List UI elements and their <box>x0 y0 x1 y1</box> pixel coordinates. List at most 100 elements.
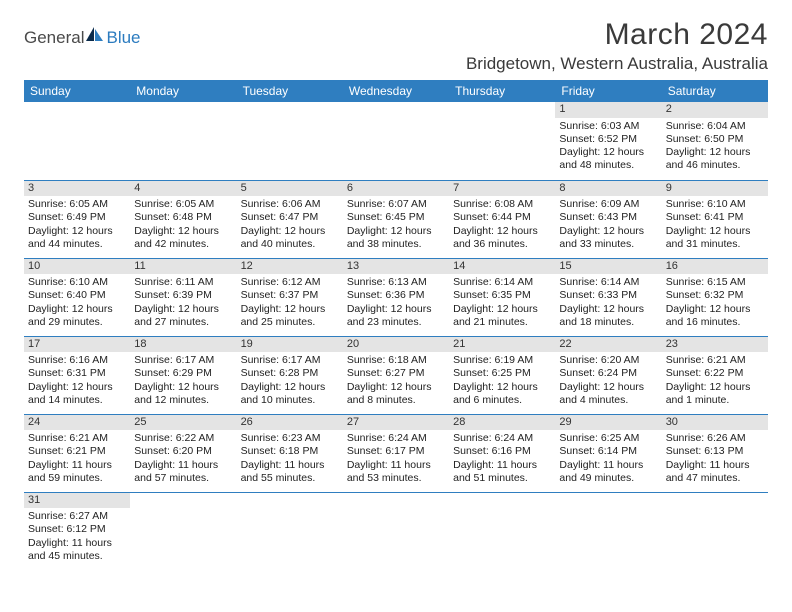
sunset-text: Sunset: 6:44 PM <box>453 211 551 224</box>
sunrise-text: Sunrise: 6:06 AM <box>241 198 339 211</box>
calendar-cell: 24Sunrise: 6:21 AMSunset: 6:21 PMDayligh… <box>24 414 130 492</box>
daylight-text: Daylight: 12 hours and 46 minutes. <box>666 146 764 172</box>
calendar-cell: 30Sunrise: 6:26 AMSunset: 6:13 PMDayligh… <box>662 414 768 492</box>
calendar-cell: 5Sunrise: 6:06 AMSunset: 6:47 PMDaylight… <box>237 180 343 258</box>
sunset-text: Sunset: 6:45 PM <box>347 211 445 224</box>
calendar-cell: 11Sunrise: 6:11 AMSunset: 6:39 PMDayligh… <box>130 258 236 336</box>
calendar-cell: 28Sunrise: 6:24 AMSunset: 6:16 PMDayligh… <box>449 414 555 492</box>
day-number: 28 <box>449 415 555 431</box>
title-block: March 2024 Bridgetown, Western Australia… <box>466 18 768 74</box>
calendar-cell: 18Sunrise: 6:17 AMSunset: 6:29 PMDayligh… <box>130 336 236 414</box>
sunrise-text: Sunrise: 6:05 AM <box>28 198 126 211</box>
daylight-text: Daylight: 12 hours and 36 minutes. <box>453 225 551 251</box>
day-body: Sunrise: 6:10 AMSunset: 6:41 PMDaylight:… <box>662 196 768 253</box>
calendar-cell: 25Sunrise: 6:22 AMSunset: 6:20 PMDayligh… <box>130 414 236 492</box>
day-number: 8 <box>555 181 661 197</box>
day-number: 16 <box>662 259 768 275</box>
calendar-cell: 27Sunrise: 6:24 AMSunset: 6:17 PMDayligh… <box>343 414 449 492</box>
daylight-text: Daylight: 12 hours and 42 minutes. <box>134 225 232 251</box>
calendar-cell: 22Sunrise: 6:20 AMSunset: 6:24 PMDayligh… <box>555 336 661 414</box>
day-number: 22 <box>555 337 661 353</box>
weekday-header: Friday <box>555 80 661 102</box>
sunrise-text: Sunrise: 6:17 AM <box>241 354 339 367</box>
weekday-header: Wednesday <box>343 80 449 102</box>
day-number: 27 <box>343 415 449 431</box>
day-number: 12 <box>237 259 343 275</box>
calendar-row: 1Sunrise: 6:03 AMSunset: 6:52 PMDaylight… <box>24 102 768 180</box>
calendar-cell-empty <box>237 102 343 180</box>
day-number: 10 <box>24 259 130 275</box>
calendar-cell-empty <box>237 492 343 570</box>
daylight-text: Daylight: 12 hours and 27 minutes. <box>134 303 232 329</box>
sunrise-text: Sunrise: 6:18 AM <box>347 354 445 367</box>
calendar-cell-empty <box>130 102 236 180</box>
sunset-text: Sunset: 6:20 PM <box>134 445 232 458</box>
day-body: Sunrise: 6:10 AMSunset: 6:40 PMDaylight:… <box>24 274 130 331</box>
calendar-cell-empty <box>449 102 555 180</box>
day-number: 25 <box>130 415 236 431</box>
sunrise-text: Sunrise: 6:15 AM <box>666 276 764 289</box>
daylight-text: Daylight: 12 hours and 44 minutes. <box>28 225 126 251</box>
sunrise-text: Sunrise: 6:10 AM <box>28 276 126 289</box>
daylight-text: Daylight: 12 hours and 16 minutes. <box>666 303 764 329</box>
calendar-cell: 8Sunrise: 6:09 AMSunset: 6:43 PMDaylight… <box>555 180 661 258</box>
daylight-text: Daylight: 12 hours and 40 minutes. <box>241 225 339 251</box>
header: General Blue March 2024 Bridgetown, West… <box>24 18 768 74</box>
day-number: 29 <box>555 415 661 431</box>
sunset-text: Sunset: 6:47 PM <box>241 211 339 224</box>
sunset-text: Sunset: 6:49 PM <box>28 211 126 224</box>
day-body: Sunrise: 6:17 AMSunset: 6:29 PMDaylight:… <box>130 352 236 409</box>
sunrise-text: Sunrise: 6:25 AM <box>559 432 657 445</box>
sunset-text: Sunset: 6:41 PM <box>666 211 764 224</box>
calendar-cell-empty <box>24 102 130 180</box>
day-body: Sunrise: 6:11 AMSunset: 6:39 PMDaylight:… <box>130 274 236 331</box>
sunset-text: Sunset: 6:12 PM <box>28 523 126 536</box>
sunrise-text: Sunrise: 6:27 AM <box>28 510 126 523</box>
sunset-text: Sunset: 6:37 PM <box>241 289 339 302</box>
day-body: Sunrise: 6:14 AMSunset: 6:35 PMDaylight:… <box>449 274 555 331</box>
sunset-text: Sunset: 6:43 PM <box>559 211 657 224</box>
sunset-text: Sunset: 6:27 PM <box>347 367 445 380</box>
weekday-header: Saturday <box>662 80 768 102</box>
day-number: 9 <box>662 181 768 197</box>
calendar-cell: 13Sunrise: 6:13 AMSunset: 6:36 PMDayligh… <box>343 258 449 336</box>
calendar-row: 31Sunrise: 6:27 AMSunset: 6:12 PMDayligh… <box>24 492 768 570</box>
sunrise-text: Sunrise: 6:12 AM <box>241 276 339 289</box>
day-body: Sunrise: 6:26 AMSunset: 6:13 PMDaylight:… <box>662 430 768 487</box>
sunrise-text: Sunrise: 6:17 AM <box>134 354 232 367</box>
calendar-cell: 19Sunrise: 6:17 AMSunset: 6:28 PMDayligh… <box>237 336 343 414</box>
sunrise-text: Sunrise: 6:21 AM <box>666 354 764 367</box>
day-number: 23 <box>662 337 768 353</box>
sunset-text: Sunset: 6:50 PM <box>666 133 764 146</box>
calendar-cell-empty <box>662 492 768 570</box>
day-body: Sunrise: 6:17 AMSunset: 6:28 PMDaylight:… <box>237 352 343 409</box>
sunrise-text: Sunrise: 6:26 AM <box>666 432 764 445</box>
day-body: Sunrise: 6:05 AMSunset: 6:49 PMDaylight:… <box>24 196 130 253</box>
day-body: Sunrise: 6:16 AMSunset: 6:31 PMDaylight:… <box>24 352 130 409</box>
calendar-cell: 29Sunrise: 6:25 AMSunset: 6:14 PMDayligh… <box>555 414 661 492</box>
daylight-text: Daylight: 12 hours and 48 minutes. <box>559 146 657 172</box>
day-body: Sunrise: 6:06 AMSunset: 6:47 PMDaylight:… <box>237 196 343 253</box>
day-number: 15 <box>555 259 661 275</box>
title-month: March 2024 <box>466 18 768 52</box>
sail-icon <box>84 26 104 42</box>
sunrise-text: Sunrise: 6:16 AM <box>28 354 126 367</box>
sunset-text: Sunset: 6:52 PM <box>559 133 657 146</box>
sunset-text: Sunset: 6:28 PM <box>241 367 339 380</box>
day-body: Sunrise: 6:25 AMSunset: 6:14 PMDaylight:… <box>555 430 661 487</box>
day-number: 3 <box>24 181 130 197</box>
sunset-text: Sunset: 6:36 PM <box>347 289 445 302</box>
daylight-text: Daylight: 12 hours and 12 minutes. <box>134 381 232 407</box>
day-body: Sunrise: 6:04 AMSunset: 6:50 PMDaylight:… <box>662 118 768 175</box>
sunset-text: Sunset: 6:17 PM <box>347 445 445 458</box>
calendar-cell: 9Sunrise: 6:10 AMSunset: 6:41 PMDaylight… <box>662 180 768 258</box>
day-body: Sunrise: 6:03 AMSunset: 6:52 PMDaylight:… <box>555 118 661 175</box>
day-number: 19 <box>237 337 343 353</box>
sunrise-text: Sunrise: 6:07 AM <box>347 198 445 211</box>
day-number: 4 <box>130 181 236 197</box>
weekday-header: Tuesday <box>237 80 343 102</box>
logo-text-general: General <box>24 28 84 48</box>
calendar-cell: 3Sunrise: 6:05 AMSunset: 6:49 PMDaylight… <box>24 180 130 258</box>
day-body: Sunrise: 6:22 AMSunset: 6:20 PMDaylight:… <box>130 430 236 487</box>
calendar-row: 10Sunrise: 6:10 AMSunset: 6:40 PMDayligh… <box>24 258 768 336</box>
